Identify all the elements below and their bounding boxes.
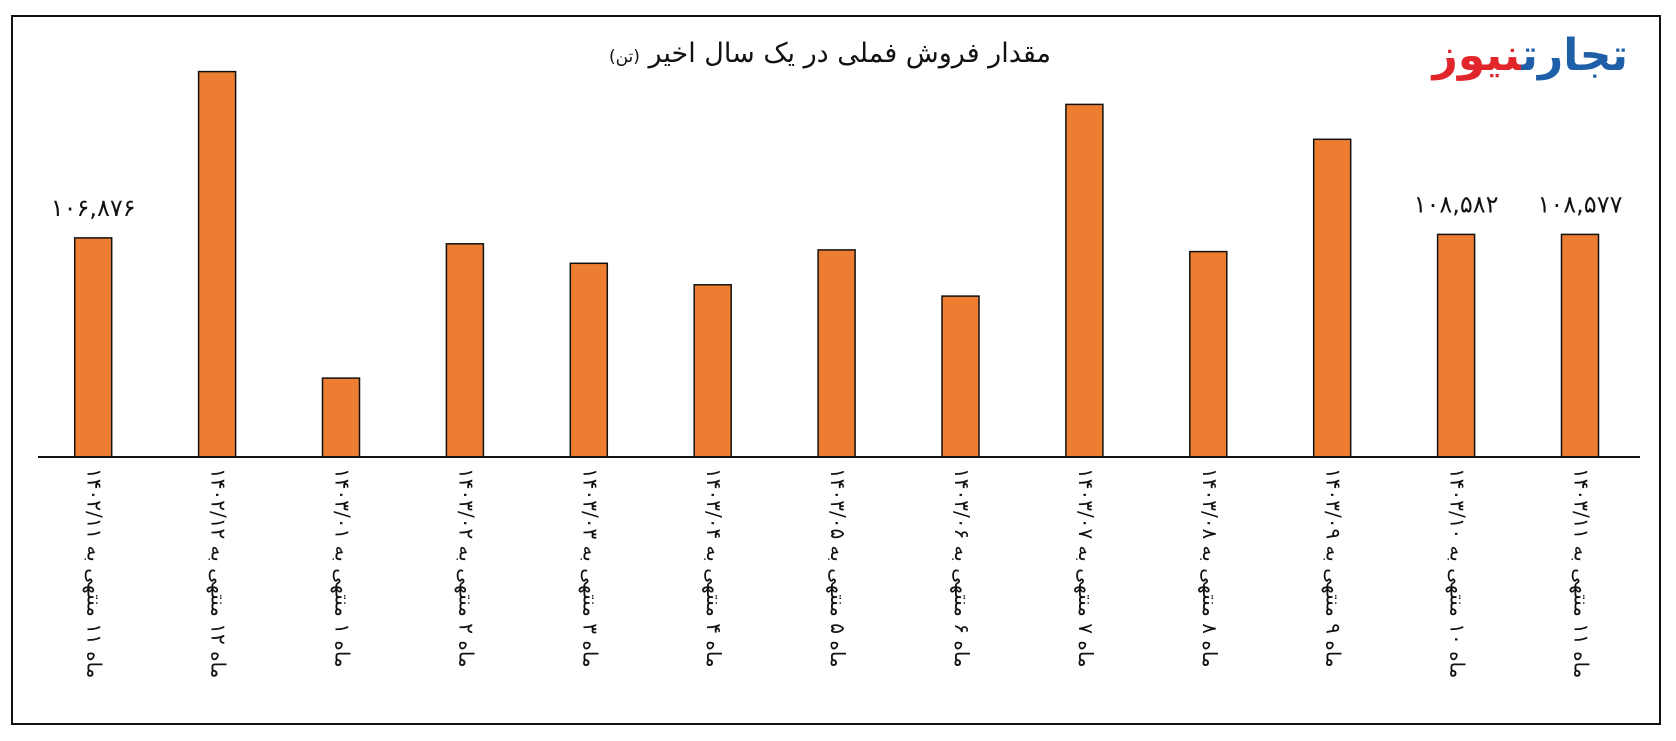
x-tick-label: ماه ۸ منتهی به ۱۴۰۳/۰۸ [1198,468,1222,668]
bar [569,262,609,458]
chart-title-text: مقدار فروش فملی در یک سال اخیر [648,38,1052,69]
x-tick-label: ماه ۱ منتهی به ۱۴۰۳/۰۱ [331,468,355,668]
bar [197,70,237,458]
x-tick-label: ماه ۳ منتهی به ۱۴۰۳/۰۳ [578,468,602,668]
bars-layer [73,70,1600,458]
x-tick-label: ماه ۱۱ منتهی به ۱۴۰۳/۱۱ [1570,468,1594,678]
data-labels-layer: ۱۰۸,۵۷۷ ۱۰۸,۵۸۲ ۱۰۶,۸۷۶ [51,190,1623,222]
logo-part-1: تجارت [1521,30,1629,81]
bar [1065,103,1104,458]
chart-title-unit: (تن) [608,47,640,67]
logo-part-2: نیوز [1432,30,1523,81]
x-tick-label: ماه ۱۰ منتهی به ۱۴۰۳/۱۰ [1446,468,1470,678]
x-tick-label: ماه ۲ منتهی به ۱۴۰۳/۰۲ [454,468,478,668]
bar [693,284,732,458]
data-label: ۱۰۸,۵۸۲ [1414,190,1499,218]
bar [445,243,485,458]
x-tick-label: ماه ۶ منتهی به ۱۴۰۳/۰۶ [950,468,974,668]
chart-frame [11,15,1661,725]
bar [941,295,980,458]
x-tick-label: ماه ۹ منتهی به ۱۴۰۳/۰۹ [1322,468,1346,668]
bar [1560,233,1600,458]
x-tick-label: ماه ۴ منتهی به ۱۴۰۳/۰۴ [702,468,726,668]
data-label: ۱۰۶,۸۷۶ [51,194,136,222]
bar [1312,138,1352,458]
bar [321,377,361,458]
bar [1189,250,1228,458]
x-tick-label: ماه ۵ منتهی به ۱۴۰۳/۰۵ [826,468,850,668]
brand-logo: تجارتنیوز [1433,34,1629,78]
bar [73,237,113,458]
bar [817,249,856,458]
chart-title: مقدار فروش فملی در یک سال اخیر (تن) [560,38,1100,69]
x-tick-label: ماه ۱۲ منتهی به ۱۴۰۲/۱۲ [207,468,231,678]
x-tick-label: ماه ۷ منتهی به ۱۴۰۳/۰۷ [1074,468,1098,668]
data-label: ۱۰۸,۵۷۷ [1538,190,1623,218]
bar [1436,233,1476,458]
x-tick-labels-layer: ماه ۱۱ منتهی به ۱۴۰۳/۱۱ ماه ۱۰ منتهی به ۱… [83,468,1594,678]
x-tick-label: ماه ۱۱ منتهی به ۱۴۰۲/۱۱ [83,468,107,678]
